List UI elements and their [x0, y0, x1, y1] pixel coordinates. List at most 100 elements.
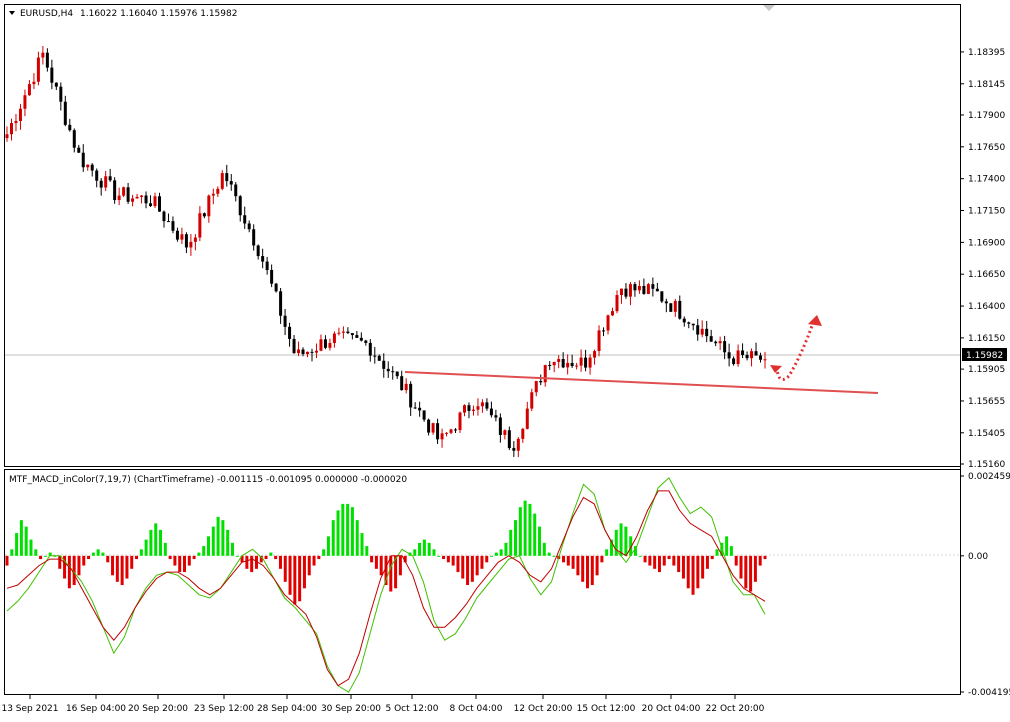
macd-histogram-bar	[154, 523, 158, 556]
macd-histogram-bar	[389, 555, 393, 592]
macd-histogram-bar	[159, 529, 163, 556]
macd-histogram-bar	[115, 555, 119, 582]
macd-histogram-bar	[202, 546, 206, 556]
macd-histogram-bar	[226, 529, 230, 556]
macd-histogram-bar	[398, 555, 402, 576]
macd-histogram-bar	[485, 555, 489, 563]
macd-histogram-bar	[302, 555, 306, 589]
macd-histogram-bar	[490, 555, 494, 557]
macd-histogram-bar	[5, 555, 9, 566]
price-tick-label: 1.16150	[968, 334, 1005, 344]
candle-body	[270, 269, 274, 284]
macd-histogram-bar	[34, 549, 38, 556]
macd-histogram-bar	[437, 555, 441, 557]
macd-histogram-bar	[317, 555, 321, 560]
candle-body	[256, 245, 260, 257]
indicator-title: MTF_MACD_inColor(7,19,7) (ChartTimeframe…	[9, 475, 407, 485]
candle-body	[700, 328, 704, 335]
macd-histogram-bar	[696, 555, 700, 589]
macd-histogram-bar	[288, 555, 292, 595]
candle-body	[745, 354, 749, 359]
main-price-pane[interactable]	[4, 4, 961, 467]
price-tick-label: 1.17650	[968, 143, 1005, 153]
candle-body	[718, 341, 722, 344]
candle-body	[579, 357, 583, 366]
projection-arrow[interactable]	[775, 322, 815, 381]
macd-line	[6, 477, 766, 693]
support-trendline[interactable]	[404, 371, 879, 394]
macd-histogram-bar	[691, 555, 695, 595]
projection-arrowhead-down-icon	[770, 365, 782, 373]
macd-histogram-bar	[585, 555, 589, 589]
macd-histogram-bar	[293, 555, 297, 605]
time-tick-label: 13 Sep 2021	[1, 704, 58, 714]
macd-histogram-bar	[475, 555, 479, 576]
macd-histogram-bar	[638, 555, 642, 557]
macd-histogram-bar	[67, 555, 71, 589]
macd-histogram-bar	[710, 555, 714, 560]
candle-body	[5, 134, 9, 139]
macd-histogram-bar	[82, 555, 86, 566]
candle-body	[274, 283, 278, 292]
time-tick-label: 30 Sep 20:00	[321, 704, 381, 714]
candle-body	[198, 213, 202, 238]
macd-histogram-bar	[609, 539, 613, 556]
candle-body	[646, 284, 650, 294]
candle-body	[619, 288, 623, 296]
candle-body	[449, 429, 453, 433]
macd-histogram-bar	[374, 555, 378, 569]
macd-histogram-bar	[576, 555, 580, 576]
symbol-label: EURUSD,H4	[20, 9, 73, 19]
macd-histogram-bar	[394, 555, 398, 589]
macd-histogram-bar	[504, 542, 508, 556]
time-tick-label: 22 Oct 20:00	[706, 704, 765, 714]
candle-body	[59, 86, 63, 102]
price-tick-label: 1.15655	[968, 397, 1005, 407]
macd-histogram-bar	[331, 520, 335, 556]
candle-body	[593, 351, 597, 358]
macd-histogram-bar	[96, 549, 100, 556]
candle-body	[525, 408, 529, 429]
macd-histogram-bar	[101, 552, 105, 556]
candle-body	[243, 215, 247, 224]
macd-histogram-bar	[729, 546, 733, 556]
candle-body	[166, 221, 170, 223]
macd-histogram-bar	[734, 555, 738, 566]
macd-histogram-bar	[144, 539, 148, 556]
macd-histogram-bar	[379, 555, 383, 576]
candle-body	[651, 284, 655, 289]
candle-body	[50, 67, 54, 83]
candle-body	[480, 402, 484, 407]
candle-body	[346, 331, 350, 334]
candle-body	[687, 322, 691, 324]
candle-body	[664, 301, 668, 304]
macd-histogram-bar	[562, 555, 566, 563]
candle-body	[714, 341, 718, 344]
price-tick-label: 1.18395	[968, 48, 1005, 58]
macd-histogram-bar	[581, 555, 585, 582]
candle-body	[189, 241, 193, 248]
scroll-marker-icon[interactable]	[763, 5, 775, 11]
candle-body	[364, 340, 368, 343]
candle-body	[229, 181, 233, 185]
candle-body	[90, 164, 94, 171]
macd-histogram-bar	[360, 533, 364, 556]
macd-histogram-bar	[446, 555, 450, 563]
candle-body	[386, 368, 390, 372]
candle-body	[427, 419, 431, 433]
candle-body	[507, 430, 511, 449]
candle-body	[409, 383, 413, 408]
collapse-arrow-icon[interactable]	[9, 11, 15, 15]
macd-histogram-bar	[197, 552, 201, 556]
macd-histogram-bar	[206, 536, 210, 556]
macd-histogram-bar	[470, 555, 474, 582]
macd-histogram-bar	[571, 555, 575, 569]
candle-body	[727, 352, 731, 359]
macd-histogram-bar	[763, 555, 767, 560]
macd-histogram-bar	[590, 555, 594, 586]
candle-body	[45, 52, 49, 68]
candle-body	[597, 330, 601, 352]
candle-body	[122, 187, 126, 196]
time-tick-label: 8 Oct 04:00	[450, 704, 503, 714]
